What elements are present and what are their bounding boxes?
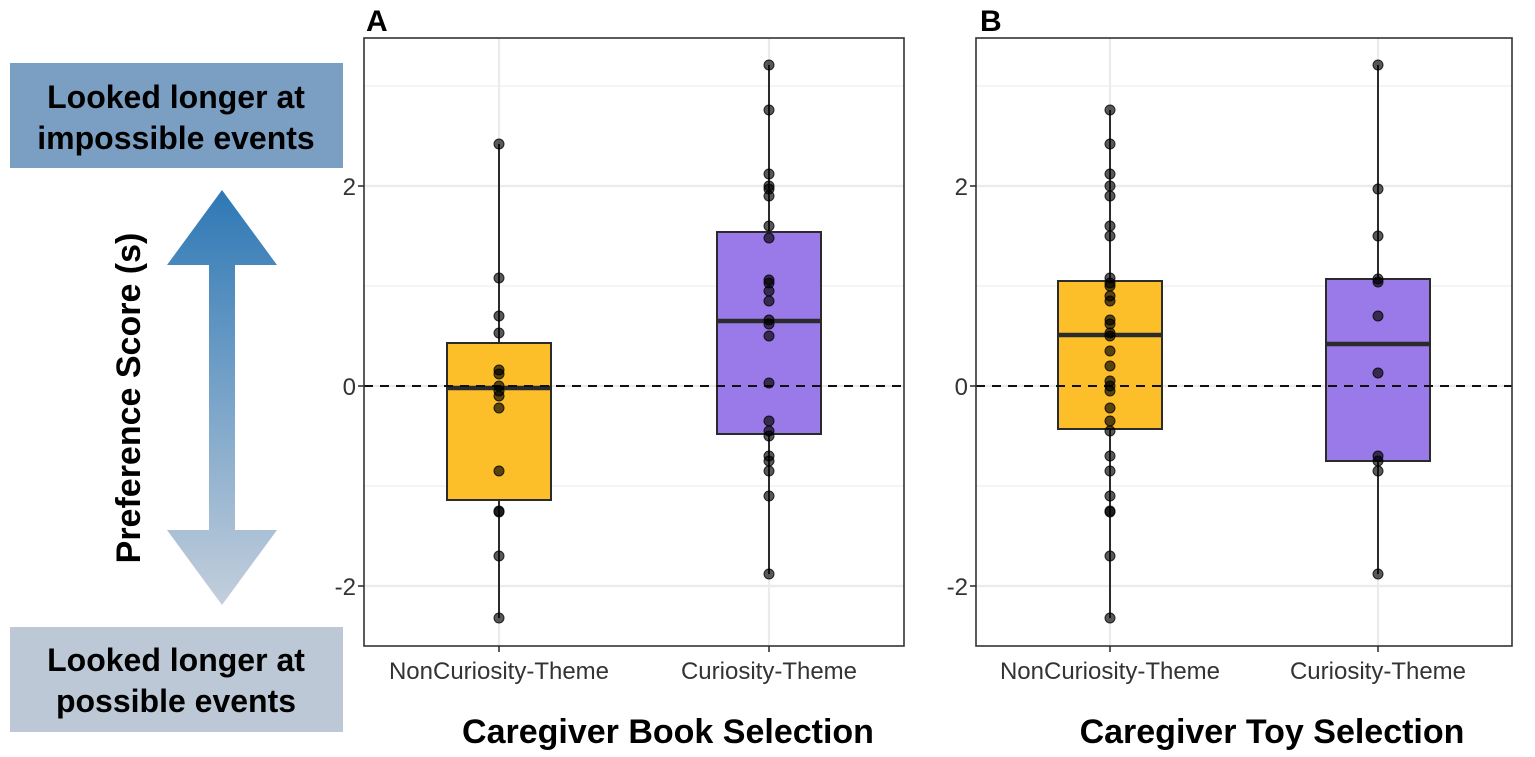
panel-a-curiosity-data-point — [763, 285, 775, 297]
panel-a-y-tick-label: 0 — [343, 374, 356, 401]
panel-b-noncuriosity-data-point — [1104, 230, 1116, 242]
panel-a-plot-area — [364, 38, 904, 646]
impossible-events-box — [10, 63, 343, 168]
panel-a-curiosity-data-point — [763, 295, 775, 307]
double-arrow-icon — [167, 190, 277, 605]
panel-a-book-selection: -2 0 2 NonCuriosity-Theme Curiosity-Theme A Ca… — [335, 5, 905, 751]
panel-a-curiosity-data-point — [763, 318, 775, 330]
panel-a-noncuriosity-data-point — [493, 368, 505, 380]
panel-a-x-tick-label: NonCuriosity-Theme — [389, 658, 609, 685]
panel-b-y-tick-label: -2 — [947, 574, 968, 601]
panel-a-curiosity-data-point — [763, 465, 775, 477]
panel-a-x-tick-label: Curiosity-Theme — [681, 658, 857, 685]
panel-a-noncuriosity-data-point — [493, 550, 505, 562]
panel-b-noncuriosity-data-point — [1104, 180, 1116, 192]
panel-b-noncuriosity-data-point — [1104, 385, 1116, 397]
possible-events-box — [10, 627, 343, 732]
side-annotation: Looked longer at impossible events Prefe… — [10, 63, 343, 732]
panel-b-noncuriosity-data-point — [1104, 425, 1116, 437]
panel-a-noncuriosity-data-point — [493, 327, 505, 339]
panel-a-curiosity-data-point — [763, 190, 775, 202]
panel-b-noncuriosity-data-point — [1104, 190, 1116, 202]
panel-b-noncuriosity-data-point — [1104, 280, 1116, 292]
panel-b-noncuriosity-data-point — [1104, 450, 1116, 462]
panel-a-curiosity-data-point — [763, 490, 775, 502]
panel-a-curiosity-data-point — [763, 104, 775, 116]
panel-b-noncuriosity-data-point — [1104, 220, 1116, 232]
panel-b-curiosity-data-point — [1372, 230, 1384, 242]
panel-a-noncuriosity-data-point — [493, 465, 505, 477]
panel-b-curiosity-data-point — [1372, 183, 1384, 195]
impossible-label-line1: Looked longer at — [47, 79, 305, 115]
panel-b-curiosity-data-point — [1372, 367, 1384, 379]
panel-b-border — [975, 37, 1513, 647]
panel-a-noncuriosity-data-point — [493, 402, 505, 414]
panel-b-label: B — [980, 5, 1002, 38]
panel-b-x-tick-label: Curiosity-Theme — [1290, 658, 1466, 685]
panel-b-y-tick-label: 2 — [955, 174, 968, 201]
y-axis-label: Preference Score (s) — [110, 233, 148, 564]
panel-a-curiosity-data-point — [763, 455, 775, 467]
panel-a-noncuriosity-data-point — [493, 272, 505, 284]
panel-b-noncuriosity-data-point — [1104, 360, 1116, 372]
panel-b-curiosity-data-point — [1372, 568, 1384, 580]
panel-a-xlabel: Caregiver Book Selection — [462, 713, 874, 751]
panel-a-noncuriosity-data-point — [493, 138, 505, 150]
panel-a-curiosity-data-point — [763, 377, 775, 389]
panel-a-curiosity-data-point — [763, 415, 775, 427]
panel-a-curiosity-data-point — [763, 330, 775, 342]
panel-b-noncuriosity-data-point — [1104, 415, 1116, 427]
panel-b-y-tick-label: 0 — [955, 374, 968, 401]
panel-a-curiosity-data-point — [763, 232, 775, 244]
panel-b-noncuriosity-data-point — [1104, 104, 1116, 116]
panel-a-curiosity-data-point — [763, 430, 775, 442]
panel-b-noncuriosity-data-point — [1104, 168, 1116, 180]
panel-a-noncuriosity-data-point — [493, 612, 505, 624]
panel-b-noncuriosity-data-point — [1104, 402, 1116, 414]
panel-b-curiosity-data-point — [1372, 59, 1384, 71]
panel-b-noncuriosity-data-point — [1104, 506, 1116, 518]
panel-a-noncuriosity-data-point — [493, 310, 505, 322]
panel-b-plot-area — [976, 38, 1512, 646]
panel-b-noncuriosity-data-point — [1104, 550, 1116, 562]
panel-b-noncuriosity-data-point — [1104, 490, 1116, 502]
panel-b-noncuriosity-data-point — [1104, 465, 1116, 477]
panel-b-noncuriosity-data-point — [1104, 330, 1116, 342]
panel-a-curiosity-data-point — [763, 568, 775, 580]
panel-b-noncuriosity-data-point — [1104, 138, 1116, 150]
panel-a-border — [363, 37, 905, 647]
panel-b-x-tick-label: NonCuriosity-Theme — [1000, 658, 1220, 685]
panel-a-y-tick-label: -2 — [335, 574, 356, 601]
panel-b-curiosity-data-point — [1372, 465, 1384, 477]
panel-a-noncuriosity-data-point — [493, 506, 505, 518]
panel-b-curiosity-data-point — [1372, 455, 1384, 467]
panel-b-curiosity-data-point — [1372, 310, 1384, 322]
panel-b-xlabel: Caregiver Toy Selection — [1080, 713, 1465, 751]
possible-label-line1: Looked longer at — [47, 642, 305, 678]
panel-b-noncuriosity-data-point — [1104, 295, 1116, 307]
panel-b-toy-selection: -2 0 2 NonCuriosity-Theme Curiosity-Theme B Ca… — [947, 5, 1513, 751]
possible-label-line2: possible events — [56, 683, 296, 719]
panel-b-noncuriosity-data-point — [1104, 612, 1116, 624]
impossible-label-line2: impossible events — [37, 120, 314, 156]
panel-a-curiosity-data-point — [763, 220, 775, 232]
panel-a-curiosity-data-point — [763, 59, 775, 71]
panel-a-curiosity-data-point — [763, 168, 775, 180]
panel-a-label: A — [366, 5, 388, 38]
panel-b-noncuriosity-data-point — [1104, 345, 1116, 357]
panel-b-curiosity-data-point — [1372, 276, 1384, 288]
panel-a-noncuriosity-data-point — [493, 390, 505, 402]
panel-a-y-tick-label: 2 — [343, 174, 356, 201]
